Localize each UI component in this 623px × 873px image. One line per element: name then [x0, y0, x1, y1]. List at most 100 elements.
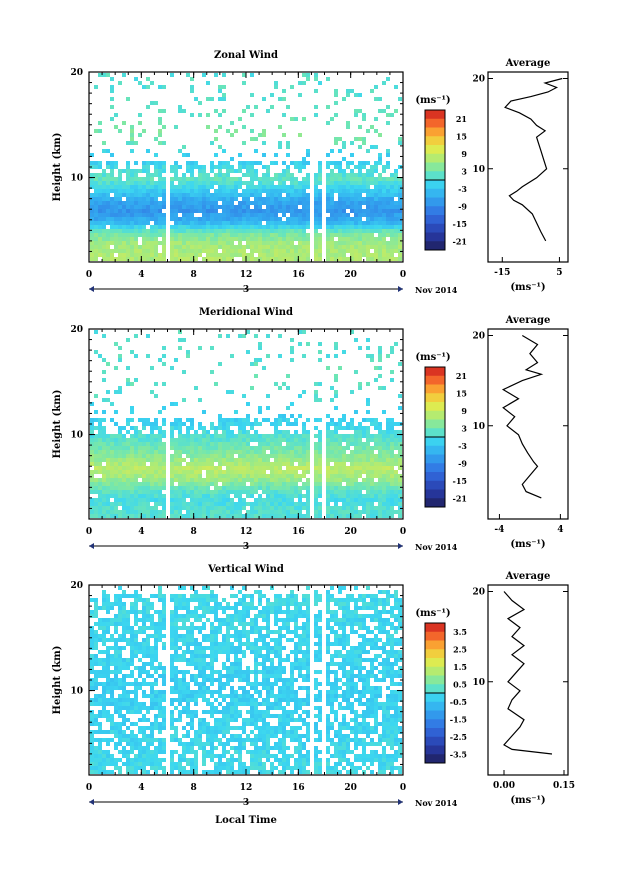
heatmap-cell: [390, 446, 394, 450]
heatmap-cell: [330, 169, 334, 173]
heatmap-cell: [230, 185, 234, 189]
heatmap-cell: [262, 466, 266, 470]
heatmap-cell: [162, 354, 166, 358]
heatmap-cell: [258, 197, 262, 201]
heatmap-cell: [118, 714, 122, 718]
heatmap-cell: [174, 169, 178, 173]
heatmap-cell: [278, 482, 282, 486]
heatmap-cell: [338, 225, 342, 229]
heatmap-cell: [398, 181, 402, 185]
heatmap-cell: [198, 217, 202, 221]
heatmap-cell: [398, 221, 402, 225]
colorbar-tick-label: -3: [458, 184, 467, 194]
heatmap-cell: [282, 229, 286, 233]
heatmap-cell: [394, 454, 398, 458]
heatmap-cell: [370, 494, 374, 498]
heatmap-cell: [154, 766, 158, 770]
heatmap-cell: [298, 93, 302, 97]
heatmap-cell: [122, 185, 126, 189]
heatmap-cell: [362, 249, 366, 253]
heatmap-cell: [306, 209, 310, 213]
heatmap-cell: [302, 438, 306, 442]
colorbar-tick-label: 15: [456, 131, 467, 141]
heatmap-cell: [190, 766, 194, 770]
heatmap-cell: [194, 626, 198, 630]
heatmap-cell: [330, 514, 334, 518]
heatmap-cell: [394, 249, 398, 253]
heatmap-cell: [186, 213, 190, 217]
heatmap-cell: [354, 438, 358, 442]
heatmap-cell: [194, 181, 198, 185]
heatmap-cell: [118, 502, 122, 506]
heatmap-cell: [94, 746, 98, 750]
heatmap-cell: [282, 414, 286, 418]
heatmap-cell: [358, 382, 362, 386]
heatmap-cell: [186, 490, 190, 494]
heatmap-cell: [370, 486, 374, 490]
heatmap-cell: [294, 482, 298, 486]
heatmap-cell: [178, 714, 182, 718]
heatmap-cell: [174, 225, 178, 229]
heatmap-cell: [198, 454, 202, 458]
heatmap-cell: [94, 438, 98, 442]
heatmap-cell: [246, 330, 250, 334]
heatmap-cell: [106, 662, 110, 666]
heatmap-cell: [294, 442, 298, 446]
heatmap-cell: [274, 213, 278, 217]
heatmap-cell: [150, 181, 154, 185]
heatmap-cell: [386, 177, 390, 181]
heatmap-cell: [330, 474, 334, 478]
heatmap-cell: [222, 213, 226, 217]
heatmap-cell: [282, 213, 286, 217]
heatmap-cell: [278, 422, 282, 426]
heatmap-cell: [182, 450, 186, 454]
heatmap-cell: [286, 173, 290, 177]
heatmap-cell: [214, 217, 218, 221]
heatmap-cell: [366, 229, 370, 233]
heatmap-cell: [154, 229, 158, 233]
heatmap-cell: [130, 722, 134, 726]
heatmap-cell: [150, 430, 154, 434]
heatmap-cell: [154, 446, 158, 450]
heatmap-cell: [294, 510, 298, 514]
heatmap-cell: [102, 253, 106, 257]
heatmap-cell: [354, 514, 358, 518]
heatmap-cell: [262, 241, 266, 245]
heatmap-cell: [198, 482, 202, 486]
heatmap-cell: [94, 193, 98, 197]
heatmap-cell: [258, 514, 262, 518]
heatmap-cell: [290, 201, 294, 205]
heatmap-cell: [158, 474, 162, 478]
heatmap-cell: [262, 462, 266, 466]
heatmap-cell: [250, 253, 254, 257]
heatmap-cell: [190, 217, 194, 221]
heatmap-cell: [270, 478, 274, 482]
heatmap-cell: [362, 458, 366, 462]
heatmap-cell: [102, 478, 106, 482]
heatmap-cell: [214, 233, 218, 237]
heatmap-cell: [286, 482, 290, 486]
heatmap-cell: [234, 249, 238, 253]
heatmap-cell: [398, 253, 402, 257]
heatmap-cell: [118, 618, 122, 622]
heatmap-cell: [210, 514, 214, 518]
heatmap-cell: [370, 237, 374, 241]
heatmap-cell: [290, 209, 294, 213]
heatmap-cell: [278, 438, 282, 442]
heatmap-cell: [338, 137, 342, 141]
heatmap-cell: [134, 209, 138, 213]
heatmap-cell: [386, 165, 390, 169]
heatmap-cell: [246, 161, 250, 165]
heatmap-cell: [142, 165, 146, 169]
heatmap-cell: [98, 622, 102, 626]
heatmap-cell: [162, 466, 166, 470]
heatmap-cell: [134, 221, 138, 225]
heatmap-cell: [130, 225, 134, 229]
heatmap-cell: [98, 618, 102, 622]
heatmap-cell: [134, 602, 138, 606]
heatmap-cell: [130, 197, 134, 201]
heatmap-cell: [102, 638, 106, 642]
heatmap-cell: [158, 590, 162, 594]
heatmap-cell: [102, 458, 106, 462]
heatmap-cell: [102, 482, 106, 486]
